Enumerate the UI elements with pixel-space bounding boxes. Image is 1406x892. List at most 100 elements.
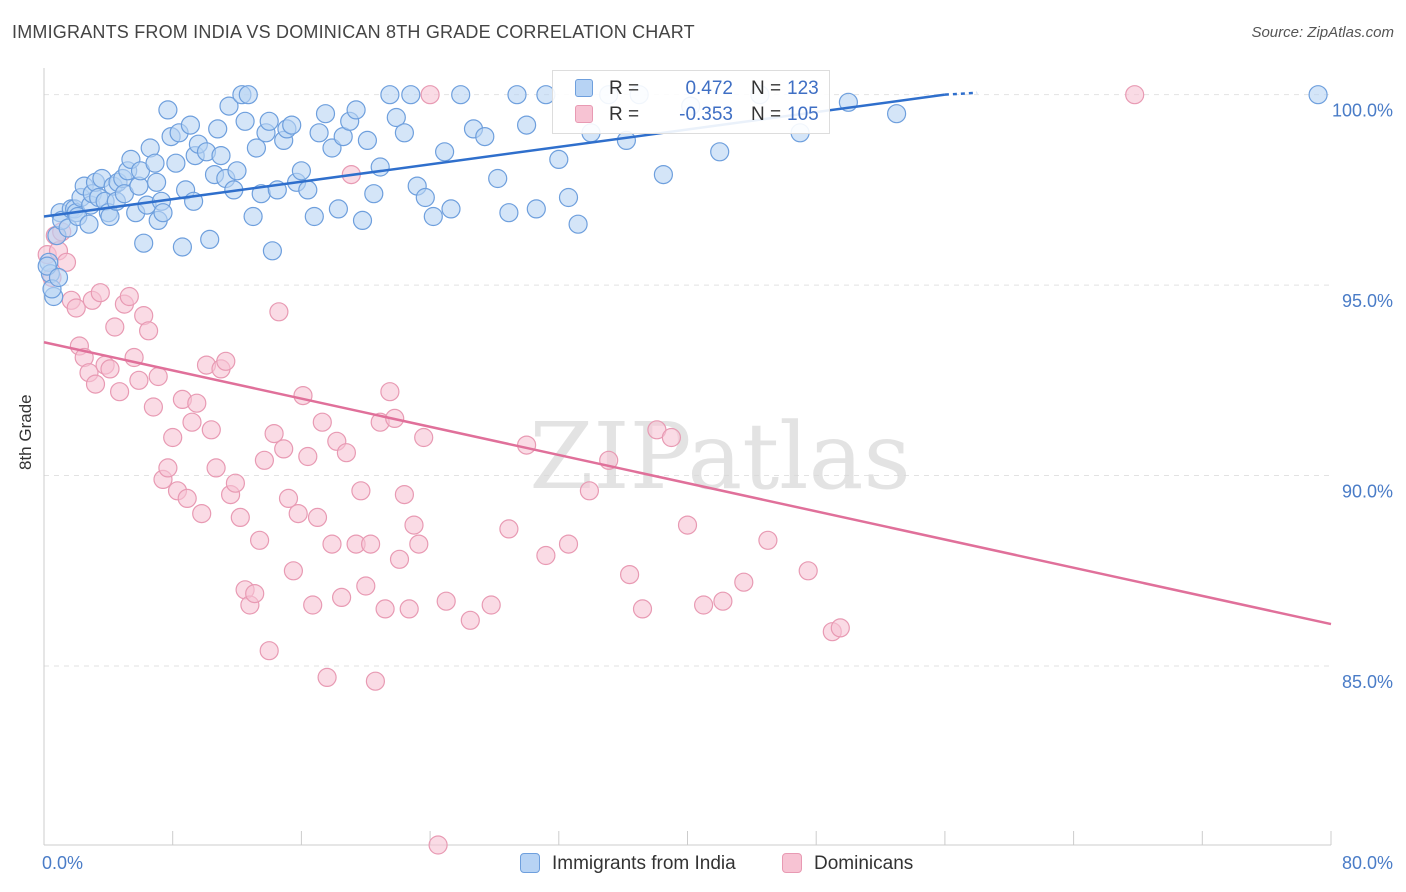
dominican-point-92 <box>619 564 640 585</box>
dominican-point-25 <box>148 366 168 387</box>
dominican-point-61 <box>322 534 342 554</box>
india-point-107 <box>568 214 588 234</box>
dominican-point-86 <box>499 519 519 539</box>
dominican-point-51 <box>274 439 294 459</box>
india-point-98 <box>475 127 495 147</box>
dominican-point-33 <box>187 393 207 413</box>
legend-label: Dominicans <box>814 853 914 874</box>
dominican-point-32 <box>182 412 202 432</box>
dominican-point-50 <box>269 302 289 322</box>
india-point-100 <box>499 203 519 223</box>
india-point-32 <box>134 233 154 253</box>
y-tick-label-3: 85.0% <box>1342 672 1393 692</box>
india-point-79 <box>328 199 348 219</box>
india-point-103 <box>526 199 546 219</box>
n-value: 105 <box>787 104 819 125</box>
india-point-118 <box>886 104 907 124</box>
india-trend-extension <box>944 91 978 96</box>
india-point-89 <box>394 123 414 143</box>
india-point-44 <box>172 237 192 257</box>
india-point-94 <box>435 142 455 162</box>
india-point-73 <box>291 161 311 181</box>
dominican-point-70 <box>365 671 385 691</box>
india-point-87 <box>380 85 400 105</box>
india-point-82 <box>346 100 366 120</box>
india-point-84 <box>357 130 377 150</box>
india-point-90 <box>401 85 421 105</box>
india-point-75 <box>304 206 324 227</box>
dominican-point-17 <box>109 382 130 402</box>
dominican-point-21 <box>129 370 149 390</box>
dominican-point-80 <box>414 427 434 448</box>
india-point-56 <box>219 96 239 116</box>
dominican-point-59 <box>312 412 332 432</box>
dominican-point-24 <box>143 397 163 417</box>
india-point-96 <box>451 85 471 105</box>
india-point-36 <box>147 172 167 192</box>
dominican-point-34 <box>192 503 212 524</box>
dominican-point-75 <box>389 549 410 569</box>
dominican-point-12 <box>85 374 106 394</box>
dominicans-points <box>37 85 1145 855</box>
dominican-point-76 <box>394 485 414 505</box>
india-point-95 <box>441 199 461 219</box>
n-value: 123 <box>787 78 819 99</box>
dominican-point-49 <box>264 424 284 444</box>
dominican-point-90 <box>579 481 600 501</box>
india-swatch <box>575 79 593 97</box>
india-point-46 <box>180 115 200 135</box>
dominican-point-60 <box>317 667 337 688</box>
india-point-112 <box>653 165 674 185</box>
dominican-point-89 <box>558 534 579 554</box>
dominican-point-93 <box>632 599 653 619</box>
dominican-point-39 <box>216 351 236 371</box>
dominican-point-103 <box>830 618 850 638</box>
dominican-point-37 <box>206 458 226 478</box>
dominican-point-64 <box>336 443 356 463</box>
india-point-110 <box>616 130 637 150</box>
dominican-point-56 <box>298 446 318 467</box>
dominican-point-54 <box>288 503 308 524</box>
dominican-point-81 <box>420 85 440 105</box>
dominican-point-28 <box>163 427 183 448</box>
x-tick-label-1: 80.0% <box>1342 853 1393 873</box>
dominican-trend-line <box>43 341 1332 626</box>
india-point-39 <box>153 203 173 223</box>
india-point-61 <box>238 85 258 105</box>
dominican-point-83 <box>436 591 456 611</box>
dominican-point-77 <box>399 599 419 619</box>
y-tick-label-2: 90.0% <box>1342 482 1393 502</box>
india-point-53 <box>208 119 228 139</box>
india-point-105 <box>549 149 569 169</box>
dominican-point-45 <box>245 583 265 604</box>
india-point-99 <box>488 168 508 189</box>
dominican-point-79 <box>409 534 429 554</box>
dominican-point-69 <box>361 534 381 554</box>
dominican-point-67 <box>351 481 371 501</box>
india-point-88 <box>386 107 406 128</box>
india-point-83 <box>352 210 373 230</box>
dominican-point-97 <box>693 595 714 615</box>
dominican-point-73 <box>380 382 400 402</box>
india-point-93 <box>423 206 443 227</box>
y-tick-label-0: 100.0% <box>1332 101 1393 121</box>
chart-title: IMMIGRANTS FROM INDIA VS DOMINICAN 8TH G… <box>12 22 695 42</box>
dominican-point-88 <box>536 545 556 566</box>
india-point-102 <box>516 115 537 135</box>
india-point-40 <box>158 100 178 120</box>
dominican-point-72 <box>375 599 395 619</box>
axes <box>43 68 1332 846</box>
india-point-122 <box>48 267 69 288</box>
india-point-92 <box>415 187 435 208</box>
dominican-point-27 <box>158 458 178 478</box>
india-point-120 <box>37 256 57 276</box>
india-point-63 <box>246 138 266 158</box>
dominican-point-47 <box>254 450 274 470</box>
india-point-78 <box>322 138 342 158</box>
dominican-point-58 <box>307 507 328 528</box>
dominican-point-15 <box>100 359 120 379</box>
dominican-point-87 <box>516 435 537 455</box>
dominican-point-41 <box>225 473 245 493</box>
dominican-point-16 <box>105 317 125 337</box>
